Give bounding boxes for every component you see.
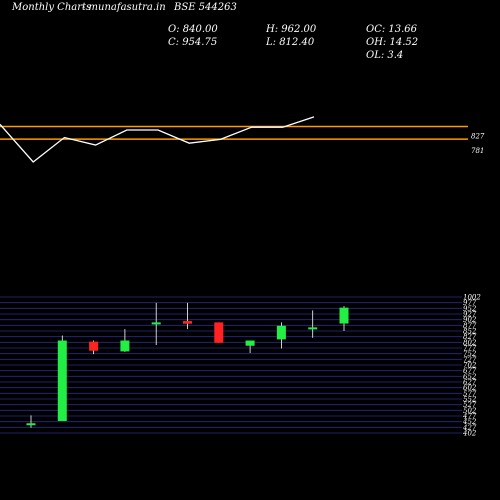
price-tick-label: 627 <box>463 379 477 387</box>
price-tick-label: 802 <box>463 339 477 347</box>
symbol-label: BSE 544263 <box>174 2 237 13</box>
price-tick-label: 1002 <box>463 294 481 302</box>
price-tick-label: 927 <box>463 311 477 319</box>
moving-average-line <box>0 116 315 163</box>
candle-body-up <box>120 340 130 352</box>
price-tick-label: 552 <box>463 396 477 404</box>
price-tick-label: 402 <box>462 430 477 438</box>
price-tick-label: 777 <box>463 345 477 353</box>
close-value: C: 954.75 <box>168 37 218 48</box>
price-tick-label: 602 <box>463 384 477 392</box>
low-value: L: 812.40 <box>266 37 315 48</box>
price-tick-label: 902 <box>463 316 477 324</box>
high-value: H: 962.00 <box>266 24 317 35</box>
price-tick-label: 727 <box>463 356 477 364</box>
price-tick-label: 752 <box>463 350 477 358</box>
price-tick-label: 877 <box>463 322 477 330</box>
candle-body-down <box>89 341 99 351</box>
open-value: O: 840.00 <box>168 24 218 35</box>
price-tick-label: 427 <box>462 424 477 432</box>
candle-body-down <box>214 322 224 343</box>
price-tick-label: 827 <box>463 333 477 341</box>
candle-body-up <box>308 327 318 330</box>
candle-body-up <box>339 307 349 324</box>
price-tick-label: 702 <box>463 362 477 370</box>
price-tick-label: 477 <box>462 413 477 421</box>
level-label-781: 781 <box>471 147 484 155</box>
site-label: - munafasutra.in <box>82 2 166 13</box>
chart-period-label: Monthly Charts <box>12 2 92 13</box>
price-tick-label: 452 <box>462 418 477 426</box>
price-tick-label: 577 <box>463 390 477 398</box>
candle-body-down <box>183 321 192 324</box>
oh-value: OH: 14.52 <box>366 37 419 48</box>
price-tick-label: 527 <box>463 401 477 409</box>
candle-body-up <box>26 423 36 426</box>
price-tick-label: 677 <box>463 367 477 375</box>
candle-body-up <box>245 340 255 346</box>
ol-value: OL: 3.4 <box>366 50 404 61</box>
candle-body-up <box>151 322 161 325</box>
candle-body-up <box>57 340 67 421</box>
price-tick-label: 652 <box>463 373 477 381</box>
price-tick-label: 502 <box>463 407 477 415</box>
price-tick-label: 952 <box>463 305 477 313</box>
level-label-827: 827 <box>471 132 485 140</box>
price-tick-label: 977 <box>463 299 477 307</box>
candle-body-up <box>276 325 286 340</box>
price-tick-label: 852 <box>463 328 477 336</box>
oc-value: OC: 13.66 <box>366 24 418 35</box>
